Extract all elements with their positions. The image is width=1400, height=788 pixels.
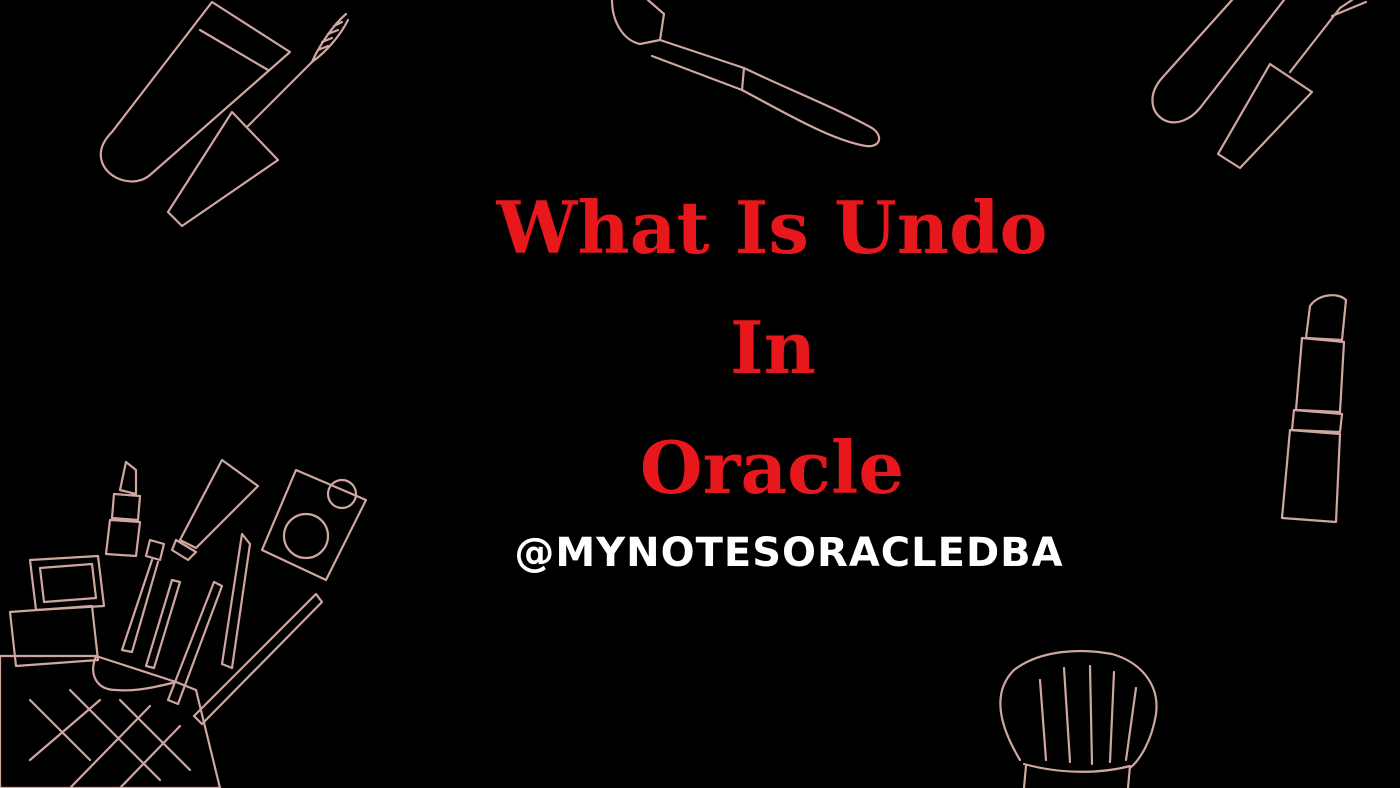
mascara-icon: [99, 0, 350, 228]
cosmetics-bag-icon: [0, 458, 368, 788]
title-line-1: What Is Undo: [496, 185, 1048, 270]
kabuki-brush-icon: [999, 649, 1158, 788]
makeup-brush-icon: [610, 0, 881, 148]
title-line-2: In: [729, 305, 817, 390]
lip-gloss-icon: [1151, 0, 1368, 170]
lipstick-icon: [1280, 294, 1348, 524]
title-line-3: Oracle: [639, 425, 905, 510]
social-handle: @MYNOTESORACLEDBA: [514, 530, 1064, 576]
